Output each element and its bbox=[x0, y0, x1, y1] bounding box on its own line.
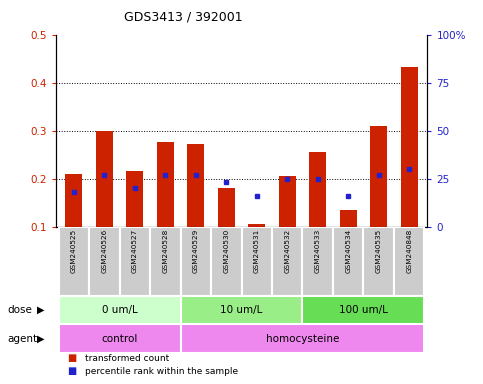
Bar bbox=[401, 67, 417, 227]
Bar bbox=[120, 227, 150, 296]
Bar bbox=[340, 210, 356, 227]
Text: GSM240525: GSM240525 bbox=[71, 228, 77, 273]
Text: GSM240532: GSM240532 bbox=[284, 228, 290, 273]
Bar bbox=[58, 227, 89, 296]
Bar bbox=[58, 296, 181, 324]
Text: GSM240526: GSM240526 bbox=[101, 228, 107, 273]
Bar bbox=[309, 152, 326, 227]
Text: control: control bbox=[101, 334, 138, 344]
Bar bbox=[363, 227, 394, 296]
Bar bbox=[211, 227, 242, 296]
Bar bbox=[58, 324, 181, 353]
Bar bbox=[89, 227, 120, 296]
Bar bbox=[394, 227, 425, 296]
Text: ▶: ▶ bbox=[37, 305, 45, 315]
Bar bbox=[96, 131, 113, 227]
Bar bbox=[302, 227, 333, 296]
Bar bbox=[181, 324, 425, 353]
Text: GSM240530: GSM240530 bbox=[223, 228, 229, 273]
Text: 100 um/L: 100 um/L bbox=[339, 305, 388, 315]
Bar bbox=[187, 144, 204, 227]
Text: dose: dose bbox=[7, 305, 32, 315]
Text: GSM240527: GSM240527 bbox=[132, 228, 138, 273]
Text: 0 um/L: 0 um/L bbox=[102, 305, 138, 315]
Text: agent: agent bbox=[7, 334, 37, 344]
Bar bbox=[181, 296, 302, 324]
Bar bbox=[127, 171, 143, 227]
Bar bbox=[157, 142, 174, 227]
Bar bbox=[302, 296, 425, 324]
Text: GSM240529: GSM240529 bbox=[193, 228, 199, 273]
Bar bbox=[218, 188, 235, 227]
Text: GSM240531: GSM240531 bbox=[254, 228, 260, 273]
Text: GSM240535: GSM240535 bbox=[376, 228, 382, 273]
Bar bbox=[150, 227, 181, 296]
Bar bbox=[333, 227, 363, 296]
Text: transformed count: transformed count bbox=[85, 354, 169, 363]
Text: ■: ■ bbox=[68, 353, 77, 363]
Bar bbox=[242, 227, 272, 296]
Text: ▶: ▶ bbox=[37, 334, 45, 344]
Text: GSM240848: GSM240848 bbox=[406, 228, 412, 273]
Bar bbox=[181, 227, 211, 296]
Bar bbox=[272, 227, 302, 296]
Bar bbox=[66, 174, 82, 227]
Text: percentile rank within the sample: percentile rank within the sample bbox=[85, 367, 238, 376]
Text: GSM240534: GSM240534 bbox=[345, 228, 351, 273]
Text: GSM240533: GSM240533 bbox=[315, 228, 321, 273]
Text: GDS3413 / 392001: GDS3413 / 392001 bbox=[124, 10, 243, 23]
Bar bbox=[248, 224, 265, 227]
Bar bbox=[370, 126, 387, 227]
Text: ■: ■ bbox=[68, 366, 77, 376]
Text: GSM240528: GSM240528 bbox=[162, 228, 168, 273]
Text: homocysteine: homocysteine bbox=[266, 334, 339, 344]
Bar bbox=[279, 176, 296, 227]
Text: 10 um/L: 10 um/L bbox=[220, 305, 263, 315]
